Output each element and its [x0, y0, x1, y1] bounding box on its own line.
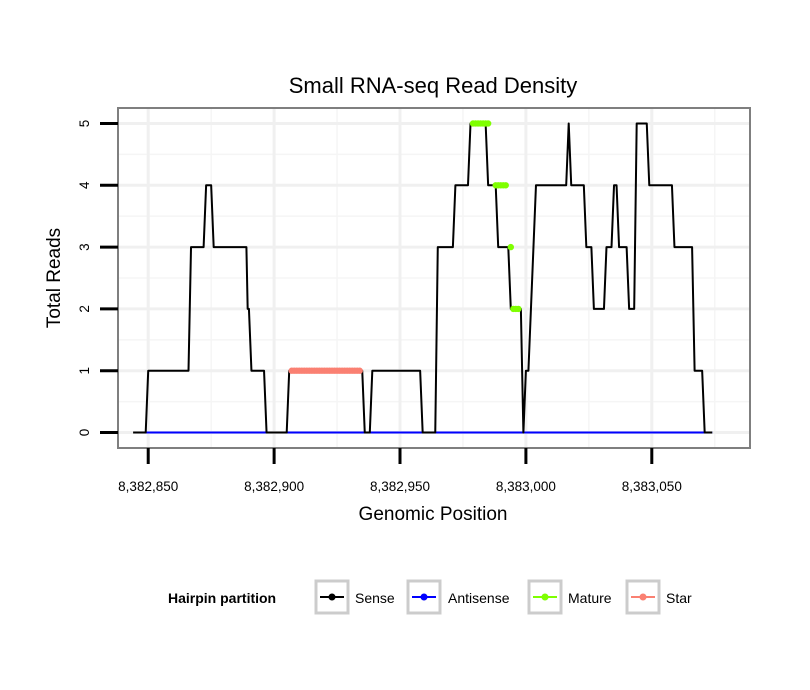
legend: Hairpin partition Sense Antisense Mature St…	[168, 579, 692, 615]
plot-border	[117, 107, 751, 449]
x-tick-label: 8,383,000	[496, 479, 556, 494]
y-tick-label: 3	[77, 243, 92, 251]
plot-panel	[117, 107, 751, 449]
y-tick-label: 4	[77, 181, 92, 189]
mature-point	[515, 305, 522, 313]
y-axis-title: Total Reads	[44, 228, 65, 328]
y-tick-label: 0	[77, 429, 92, 437]
legend-key-dot-mature	[541, 593, 549, 601]
mature-point	[502, 182, 509, 189]
mature-point	[484, 120, 492, 127]
chart-title: Small RNA-seq Read Density	[289, 73, 578, 98]
legend-key-dot-sense	[328, 593, 336, 601]
mature-point	[507, 243, 514, 251]
legend-label-antisense: Antisense	[448, 590, 510, 606]
legend-label-star: Star	[666, 590, 692, 606]
legend-key-dot-star	[639, 593, 647, 601]
x-tick-label: 8,382,950	[370, 479, 430, 494]
x-axis: 8,382,850 8,382,900 8,382,950 8,383,000 8,38…	[118, 448, 682, 494]
mature-points	[469, 120, 522, 313]
y-axis: 0 1 2 3 4 5	[77, 120, 118, 437]
star-points	[288, 367, 363, 374]
x-tick-label: 8,382,900	[244, 479, 304, 494]
star-point	[356, 367, 363, 374]
legend-title: Hairpin partition	[168, 590, 276, 606]
legend-key-dot-antisense	[420, 593, 428, 601]
legend-label-sense: Sense	[355, 590, 395, 606]
x-tick-label: 8,382,850	[118, 479, 178, 494]
x-tick-label: 8,383,050	[622, 479, 682, 494]
y-tick-label: 1	[77, 367, 92, 375]
series-layer	[133, 120, 713, 434]
y-tick-label: 5	[77, 120, 92, 128]
legend-label-mature: Mature	[568, 590, 612, 606]
y-tick-label: 2	[77, 305, 92, 313]
x-axis-title: Genomic Position	[359, 504, 508, 525]
